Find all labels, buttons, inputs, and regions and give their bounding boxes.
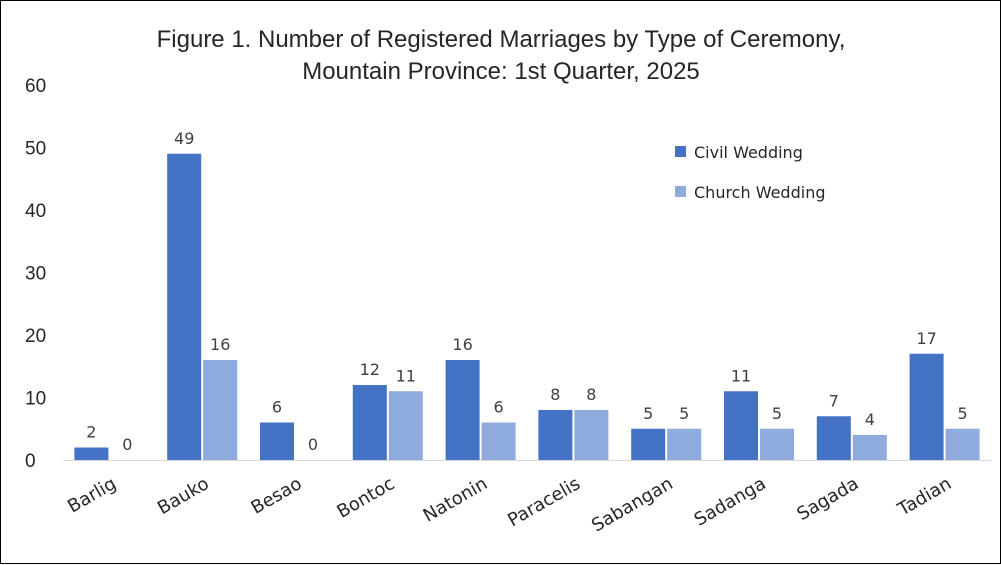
- legend-swatch-civil-wedding: [675, 146, 686, 157]
- bars: [74, 153, 980, 460]
- data-label-civil-wedding-tadian: 17: [916, 329, 936, 348]
- y-tick-label-30: 30: [25, 264, 46, 285]
- bar-church-wedding-sabangan: [667, 428, 702, 460]
- bar-church-wedding-bontoc: [388, 391, 423, 460]
- x-tick-label-barlig: Barlig: [64, 473, 120, 517]
- data-label-civil-wedding-bauko: 49: [174, 129, 194, 148]
- chart-title-line-1: Figure 1. Number of Registered Marriages…: [157, 26, 846, 53]
- data-label-church-wedding-sadanga: 5: [772, 404, 782, 423]
- bar-civil-wedding-sabangan: [631, 428, 666, 460]
- data-label-church-wedding-barlig: 0: [122, 435, 132, 454]
- bar-civil-wedding-tadian: [909, 353, 944, 460]
- x-tick-label-sadanga: Sadanga: [691, 473, 770, 531]
- bar-church-wedding-tadian: [945, 428, 980, 460]
- data-label-civil-wedding-barlig: 2: [86, 423, 96, 442]
- bar-church-wedding-sadanga: [760, 428, 794, 460]
- y-axis-ticks: 0 10 20 30 40 50 60: [25, 76, 46, 472]
- bar-civil-wedding-bontoc: [352, 385, 387, 460]
- data-label-civil-wedding-sabangan: 5: [643, 404, 653, 423]
- data-label-civil-wedding-bontoc: 12: [360, 360, 380, 379]
- data-label-civil-wedding-paracelis: 8: [550, 385, 560, 404]
- bar-church-wedding-paracelis: [574, 410, 609, 460]
- bar-civil-wedding-natonin: [445, 360, 480, 460]
- y-tick-label-10: 10: [25, 389, 46, 410]
- x-tick-label-natonin: Natonin: [420, 473, 491, 526]
- data-label-church-wedding-bontoc: 11: [396, 366, 416, 385]
- y-tick-label-40: 40: [25, 201, 46, 222]
- x-tick-label-sagada: Sagada: [793, 473, 862, 525]
- data-label-civil-wedding-natonin: 16: [452, 335, 472, 354]
- data-label-church-wedding-sabangan: 5: [679, 404, 689, 423]
- x-tick-label-bauko: Bauko: [154, 473, 213, 519]
- data-label-civil-wedding-besao: 6: [272, 398, 282, 417]
- data-label-civil-wedding-sagada: 7: [829, 391, 839, 410]
- legend-label-civil-wedding: Civil Wedding: [694, 143, 803, 162]
- bar-church-wedding-sagada: [852, 435, 887, 460]
- legend: Civil Wedding Church Wedding: [675, 143, 825, 202]
- bar-civil-wedding-barlig: [74, 447, 109, 460]
- x-axis-ticks: Barlig Bauko Besao Bontoc Natonin Paracelis Sa…: [64, 473, 955, 536]
- y-tick-label-20: 20: [25, 326, 46, 347]
- y-tick-label-50: 50: [25, 139, 46, 160]
- data-label-civil-wedding-sadanga: 11: [731, 366, 751, 385]
- bar-church-wedding-natonin: [481, 422, 516, 460]
- data-label-church-wedding-sagada: 4: [865, 410, 875, 429]
- data-label-church-wedding-besao: 0: [308, 435, 318, 454]
- x-tick-label-paracelis: Paracelis: [504, 473, 584, 531]
- x-tick-label-bontoc: Bontoc: [333, 473, 398, 523]
- bar-civil-wedding-bauko: [167, 153, 202, 460]
- data-label-church-wedding-bauko: 16: [210, 335, 230, 354]
- x-tick-label-besao: Besao: [248, 473, 306, 519]
- bar-civil-wedding-sadanga: [724, 391, 758, 460]
- legend-swatch-church-wedding: [675, 186, 686, 197]
- x-tick-label-tadian: Tadian: [894, 473, 956, 521]
- y-tick-label-60: 60: [25, 76, 46, 97]
- data-label-church-wedding-paracelis: 8: [586, 385, 596, 404]
- bar-church-wedding-bauko: [203, 360, 238, 460]
- legend-label-church-wedding: Church Wedding: [694, 183, 825, 202]
- chart-title-line-2: Mountain Province: 1st Quarter, 2025: [302, 58, 700, 85]
- data-label-church-wedding-tadian: 5: [958, 404, 968, 423]
- x-tick-label-sabangan: Sabangan: [588, 473, 677, 536]
- data-labels: 2 0 49 16 6 0 12 11 16 6 8 8 5 5 11 5 7 4 17 5: [86, 129, 967, 454]
- bar-civil-wedding-paracelis: [538, 410, 573, 460]
- y-tick-label-0: 0: [25, 451, 36, 472]
- bar-civil-wedding-besao: [260, 422, 294, 460]
- bar-civil-wedding-sagada: [816, 416, 851, 460]
- data-label-church-wedding-natonin: 6: [494, 398, 504, 417]
